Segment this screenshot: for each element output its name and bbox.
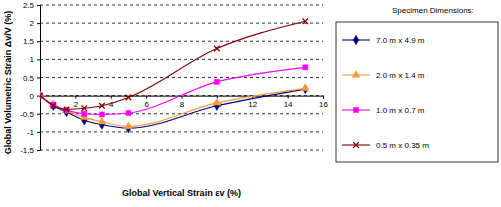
legend-label: 2.0 m x 1.4 m (376, 71, 425, 80)
legend-marker (353, 142, 359, 148)
y-tick-label: 1 (30, 55, 35, 64)
legend: Specimen Dimensions: 7.0 m x 4.9 m 2.0 m x… (336, 6, 498, 162)
marker (301, 84, 309, 91)
y-tick-mark (37, 5, 40, 6)
marker (99, 112, 104, 117)
x-tick-mark (146, 96, 147, 99)
y-tick-mark (37, 150, 40, 151)
marker (213, 98, 221, 105)
y-tick-label: 0.5 (23, 74, 35, 83)
y-tick-mark (37, 41, 40, 42)
marker (214, 79, 219, 84)
y-tick: 1.5 (23, 37, 40, 46)
x-tick-label: 2 (74, 100, 79, 109)
marker (40, 93, 43, 98)
series-line (40, 21, 305, 109)
legend-label: 1.0 m x 0.7 m (376, 106, 425, 115)
y-tick-mark (37, 59, 40, 60)
y-tick-mark (37, 114, 40, 115)
x-tick: 6 (144, 96, 149, 110)
marker (303, 65, 308, 70)
marker (64, 107, 70, 113)
legend-marker (353, 35, 358, 44)
y-tick-label: 0 (30, 92, 35, 101)
marker (303, 19, 309, 25)
x-axis-title: Global Vertical Strain εv (%) (122, 188, 241, 198)
marker (99, 103, 105, 109)
y-tick: 2.5 (23, 1, 40, 10)
x-tick: 16 (319, 96, 328, 110)
grid-line (40, 23, 323, 24)
chart: -1.5-1-0.500.511.522.5246810121416Global… (0, 0, 501, 207)
y-tick-mark (37, 132, 40, 133)
marker (82, 111, 87, 116)
y-tick-label: 1.5 (23, 37, 35, 46)
legend-marker (352, 71, 360, 78)
x-tick: 14 (284, 96, 293, 110)
y-tick-label: 2.5 (23, 1, 35, 10)
x-tick-label: 8 (180, 100, 185, 109)
legend-title: Specimen Dimensions: (392, 6, 474, 15)
grid (40, 5, 323, 150)
x-tick: 2 (74, 96, 79, 110)
y-axis-line (37, 6, 41, 151)
grid-line (40, 77, 323, 78)
y-tick: 2 (30, 19, 40, 28)
y-tick-mark (37, 96, 40, 97)
legend-frame (336, 22, 498, 162)
y-tick-label: -0.5 (20, 110, 34, 119)
legend-marker (353, 107, 358, 112)
marker (98, 117, 106, 124)
x-tick-mark (111, 96, 112, 99)
y-axis: -1.5 -1 -0.5 0 0.5 1 1.5 2 2.5 (20, 1, 40, 155)
x-tick-mark (75, 96, 76, 99)
x-tick-label: 4 (109, 100, 114, 109)
plot-area (40, 19, 309, 133)
marker (64, 108, 69, 113)
y-tick: -1 (27, 128, 40, 137)
marker (126, 95, 132, 101)
x-axis-line (41, 96, 324, 99)
marker (64, 107, 69, 116)
series-line (40, 88, 305, 126)
y-tick-mark (37, 78, 40, 79)
y-tick-label: 2 (30, 19, 35, 28)
y-axis-title: Global Volumetric Strain Δv/V (%) (3, 11, 13, 154)
x-tick: 8 (180, 96, 185, 110)
legend-label: 0.5 m x 0.35 m (376, 141, 429, 150)
x-tick-mark (288, 96, 289, 99)
x-tick-mark (323, 96, 324, 99)
legend-label: 7.0 m x 4.9 m (376, 36, 425, 45)
grid-line (40, 41, 323, 42)
marker (40, 91, 44, 98)
y-tick-mark (37, 23, 40, 24)
grid-line (40, 5, 323, 6)
marker (214, 46, 220, 52)
y-tick: 0 (30, 92, 40, 101)
x-tick-label: 16 (319, 100, 328, 109)
y-tick-label: -1 (27, 128, 35, 137)
y-tick-label: -1.5 (20, 146, 34, 155)
series-line (40, 67, 305, 114)
grid-line (40, 150, 323, 151)
y-tick: 0.5 (23, 74, 40, 83)
x-tick-mark (182, 96, 183, 99)
marker (40, 93, 43, 99)
y-tick: -1.5 (20, 146, 40, 155)
marker (126, 110, 131, 115)
grid-line (40, 59, 323, 60)
grid-line (40, 131, 323, 132)
y-tick: 1 (30, 55, 40, 64)
marker (50, 103, 56, 109)
marker (51, 101, 56, 110)
x-tick-label: 12 (248, 100, 257, 109)
marker (81, 106, 87, 112)
marker (125, 122, 133, 129)
x-tick-label: 14 (284, 100, 293, 109)
y-tick: -0.5 (20, 110, 40, 119)
